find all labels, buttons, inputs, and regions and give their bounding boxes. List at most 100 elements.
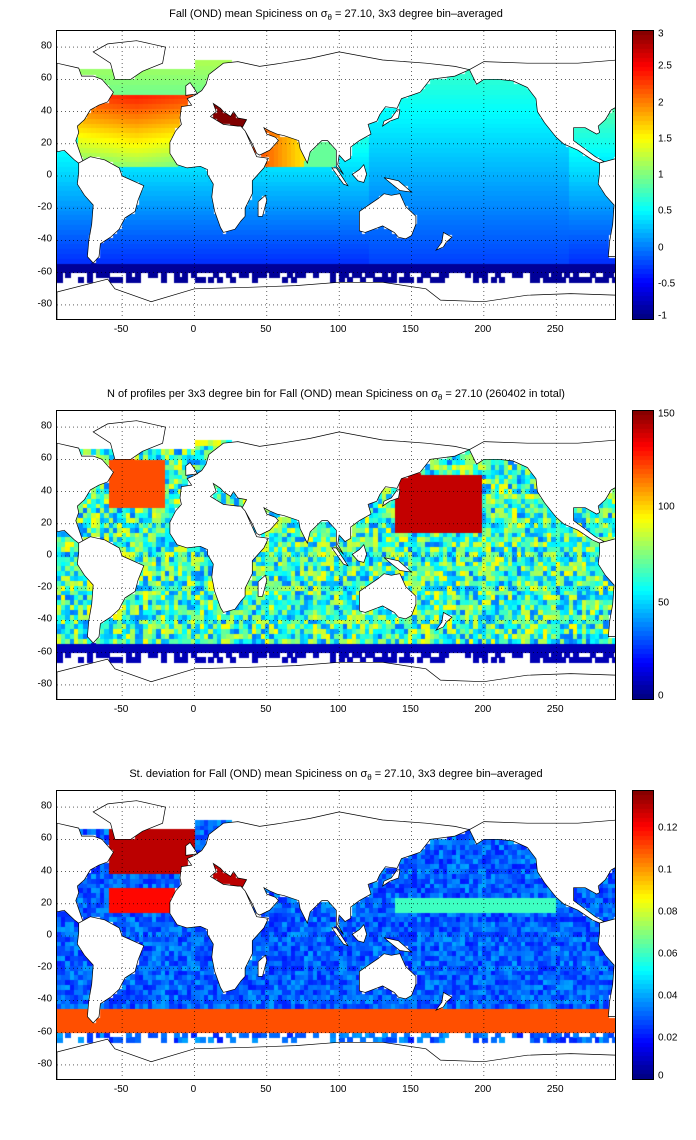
x-tick-label: 250: [546, 1084, 564, 1095]
map-overlay: [57, 791, 615, 1079]
coastline-5: [359, 193, 417, 240]
x-tick-label: 250: [546, 324, 564, 335]
coastline-6: [383, 937, 413, 953]
x-tick-label: 100: [329, 1084, 347, 1095]
coastline-3: [169, 811, 471, 993]
colorbar-tick-label: 0: [658, 1070, 664, 1082]
coastline-13: [468, 819, 615, 924]
x-tick-label: 50: [260, 1084, 272, 1095]
panel-3-title: St. deviation for Fall (OND) mean Spicin…: [56, 768, 616, 782]
title-subscript: θ: [437, 393, 443, 403]
title-text: St. deviation for Fall (OND) mean Spicin…: [129, 768, 361, 780]
y-tick-label: -20: [37, 201, 52, 213]
y-tick-label: 60: [40, 72, 52, 84]
title-text: N of profiles per 3x3 degree bin for Fal…: [107, 388, 432, 400]
colorbar-tick-label: 0: [658, 690, 664, 702]
title-sigma: σ: [360, 768, 368, 780]
colorbar-tick-label: 0.1: [658, 864, 672, 876]
panel-1-title: Fall (OND) mean Spiciness on σθ = 27.10,…: [56, 8, 616, 22]
x-tick-label: -50: [113, 324, 129, 335]
coastline-14: [597, 538, 615, 637]
coastline-12: [185, 462, 198, 476]
profile-count-colorbar: [632, 410, 654, 700]
x-tick-label: 0: [190, 1084, 197, 1095]
coastline-11: [57, 278, 615, 319]
map-overlay: [57, 411, 615, 699]
title-subscript: θ: [367, 773, 372, 783]
y-tick-label: -60: [37, 1026, 52, 1038]
y-tick-label: 20: [40, 517, 52, 529]
x-tick-label: 150: [402, 324, 419, 335]
x-tick-label: 250: [546, 704, 564, 715]
coastline-13: [468, 59, 615, 164]
title-text-end: = 27.10, 3x3 degree bin–averaged: [371, 768, 543, 780]
coastline-1: [92, 40, 166, 80]
x-tick-label: 100: [329, 324, 347, 335]
colorbar-tick-label: 1: [658, 169, 664, 181]
x-tick-label: 150: [402, 704, 419, 715]
coastline-3: [169, 431, 471, 613]
y-tick-label: 40: [40, 105, 52, 117]
colorbar-tick-label: 100: [658, 501, 675, 513]
x-tick-label: 0: [190, 324, 197, 335]
colorbar-tick-label: -0.5: [658, 278, 676, 290]
x-tick-label: 0: [190, 704, 197, 715]
y-tick-label: 40: [40, 485, 52, 497]
colorbar-tick-label: 0.04: [658, 990, 678, 1002]
title-text-end: = 27.10, 3x3 degree bin–averaged: [331, 8, 503, 20]
y-tick-label: -20: [37, 581, 52, 593]
spiciness-colorbar: [632, 30, 654, 320]
colorbar-tick-label: -1: [658, 310, 667, 322]
coastline-11: [57, 658, 615, 699]
x-tick-label: 150: [402, 1084, 419, 1095]
coastline-0: [57, 822, 114, 924]
y-tick-label: 60: [40, 452, 52, 464]
y-tick-label: 80: [40, 800, 52, 812]
coastline-9: [381, 869, 401, 887]
y-tick-label: -40: [37, 993, 52, 1005]
y-tick-label: 0: [46, 169, 52, 181]
colorbar-tick-label: 2.5: [658, 60, 672, 72]
x-tick-label: 200: [474, 704, 492, 715]
coastline-5: [359, 573, 417, 620]
title-sigma: σ: [431, 388, 438, 400]
coastline-4: [257, 954, 268, 977]
coastline-7: [351, 544, 368, 563]
spiciness-map: [56, 30, 616, 320]
colorbar-gradient: [633, 31, 653, 319]
colorbar-tick-label: 0.12: [658, 822, 678, 834]
x-tick-label: 200: [474, 1084, 492, 1095]
coastline-9: [381, 109, 401, 127]
y-tick-label: 20: [40, 897, 52, 909]
y-tick-label: -60: [37, 646, 52, 658]
title-sigma: σ: [320, 8, 328, 20]
coastline-3: [169, 51, 471, 233]
colorbar-tick-label: 0: [658, 242, 664, 253]
coastline-7: [351, 924, 368, 943]
y-tick-label: 20: [40, 137, 52, 149]
colorbar-tick-label: 2: [658, 97, 664, 108]
y-tick-label: 80: [40, 420, 52, 432]
coastline-13: [468, 439, 615, 544]
y-tick-label: 0: [46, 929, 52, 941]
coastline-4: [257, 194, 268, 217]
coastline-10: [435, 611, 453, 631]
coastline-2: [76, 536, 145, 644]
coastline-7: [351, 164, 368, 183]
y-tick-label: -80: [37, 1058, 52, 1070]
coastline-8: [331, 927, 349, 947]
title-text-end: = 27.10 (260402 in total): [442, 388, 565, 400]
colorbar-tick-label: 50: [658, 597, 670, 609]
map-overlay: [57, 31, 615, 319]
coastline-0: [57, 442, 114, 544]
x-tick-label: -50: [113, 1084, 129, 1095]
colorbar-tick-label: 3: [658, 28, 664, 40]
coastline-12: [185, 842, 198, 856]
coastline-10: [435, 231, 453, 251]
coastline-1: [92, 800, 166, 840]
y-tick-label: 80: [40, 40, 52, 52]
colorbar-tick-label: 150: [658, 408, 675, 420]
y-tick-label: -80: [37, 298, 52, 310]
coastline-8: [331, 167, 349, 187]
y-tick-label: -60: [37, 266, 52, 278]
